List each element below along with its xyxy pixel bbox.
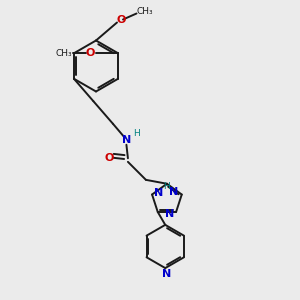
- Text: O: O: [105, 153, 114, 163]
- Text: H: H: [134, 129, 140, 138]
- Text: O: O: [85, 48, 95, 58]
- Text: N: N: [122, 135, 131, 145]
- Text: N: N: [162, 269, 171, 279]
- Text: N: N: [154, 188, 163, 198]
- Text: N: N: [165, 209, 174, 219]
- Text: O: O: [116, 15, 126, 25]
- Text: H: H: [163, 182, 169, 190]
- Text: CH₃: CH₃: [55, 49, 72, 58]
- Text: CH₃: CH₃: [136, 7, 153, 16]
- Text: N: N: [169, 187, 178, 196]
